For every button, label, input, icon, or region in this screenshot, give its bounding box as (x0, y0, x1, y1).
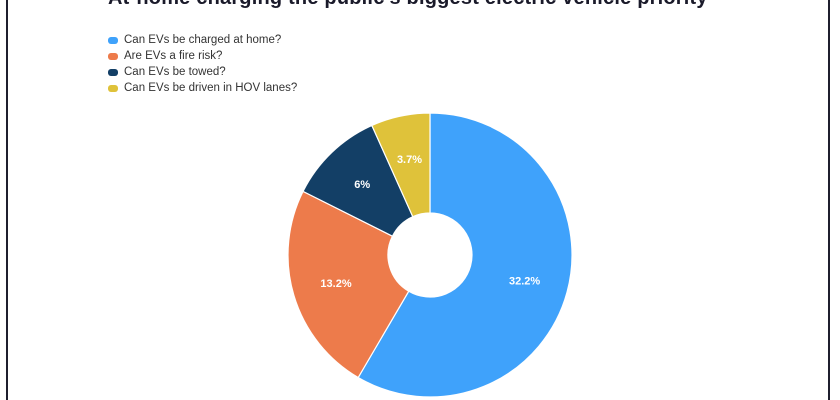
legend-swatch (108, 52, 118, 60)
legend-swatch (108, 36, 118, 44)
legend-item-towed: Can EVs be towed? (108, 64, 297, 80)
legend: Can EVs be charged at home? Are EVs a fi… (108, 32, 297, 96)
slice-fire-risk (287, 190, 410, 379)
legend-item-hov-lanes: Can EVs be driven in HOV lanes? (108, 80, 297, 96)
legend-item-fire-risk: Are EVs a fire risk? (108, 48, 297, 64)
legend-swatch (108, 68, 118, 76)
slice-label-towed: 6% (354, 179, 370, 191)
legend-label: Are EVs a fire risk? (124, 50, 223, 62)
chart-title: At-home charging the public's biggest el… (108, 0, 708, 10)
legend-label: Can EVs be charged at home? (124, 34, 282, 46)
legend-label: Can EVs be driven in HOV lanes? (124, 82, 298, 94)
slice-hov-lanes (371, 112, 431, 218)
slice-label-fire-risk: 13.2% (320, 278, 351, 290)
legend-swatch (108, 84, 118, 92)
slice-label-hov-lanes: 3.7% (397, 154, 422, 166)
legend-label: Can EVs be towed? (124, 66, 226, 78)
chart-frame (6, 0, 830, 400)
slice-label-charged-at-home: 32.2% (509, 276, 540, 288)
slice-charged-at-home (357, 112, 573, 398)
legend-item-charged-at-home: Can EVs be charged at home? (108, 32, 297, 48)
